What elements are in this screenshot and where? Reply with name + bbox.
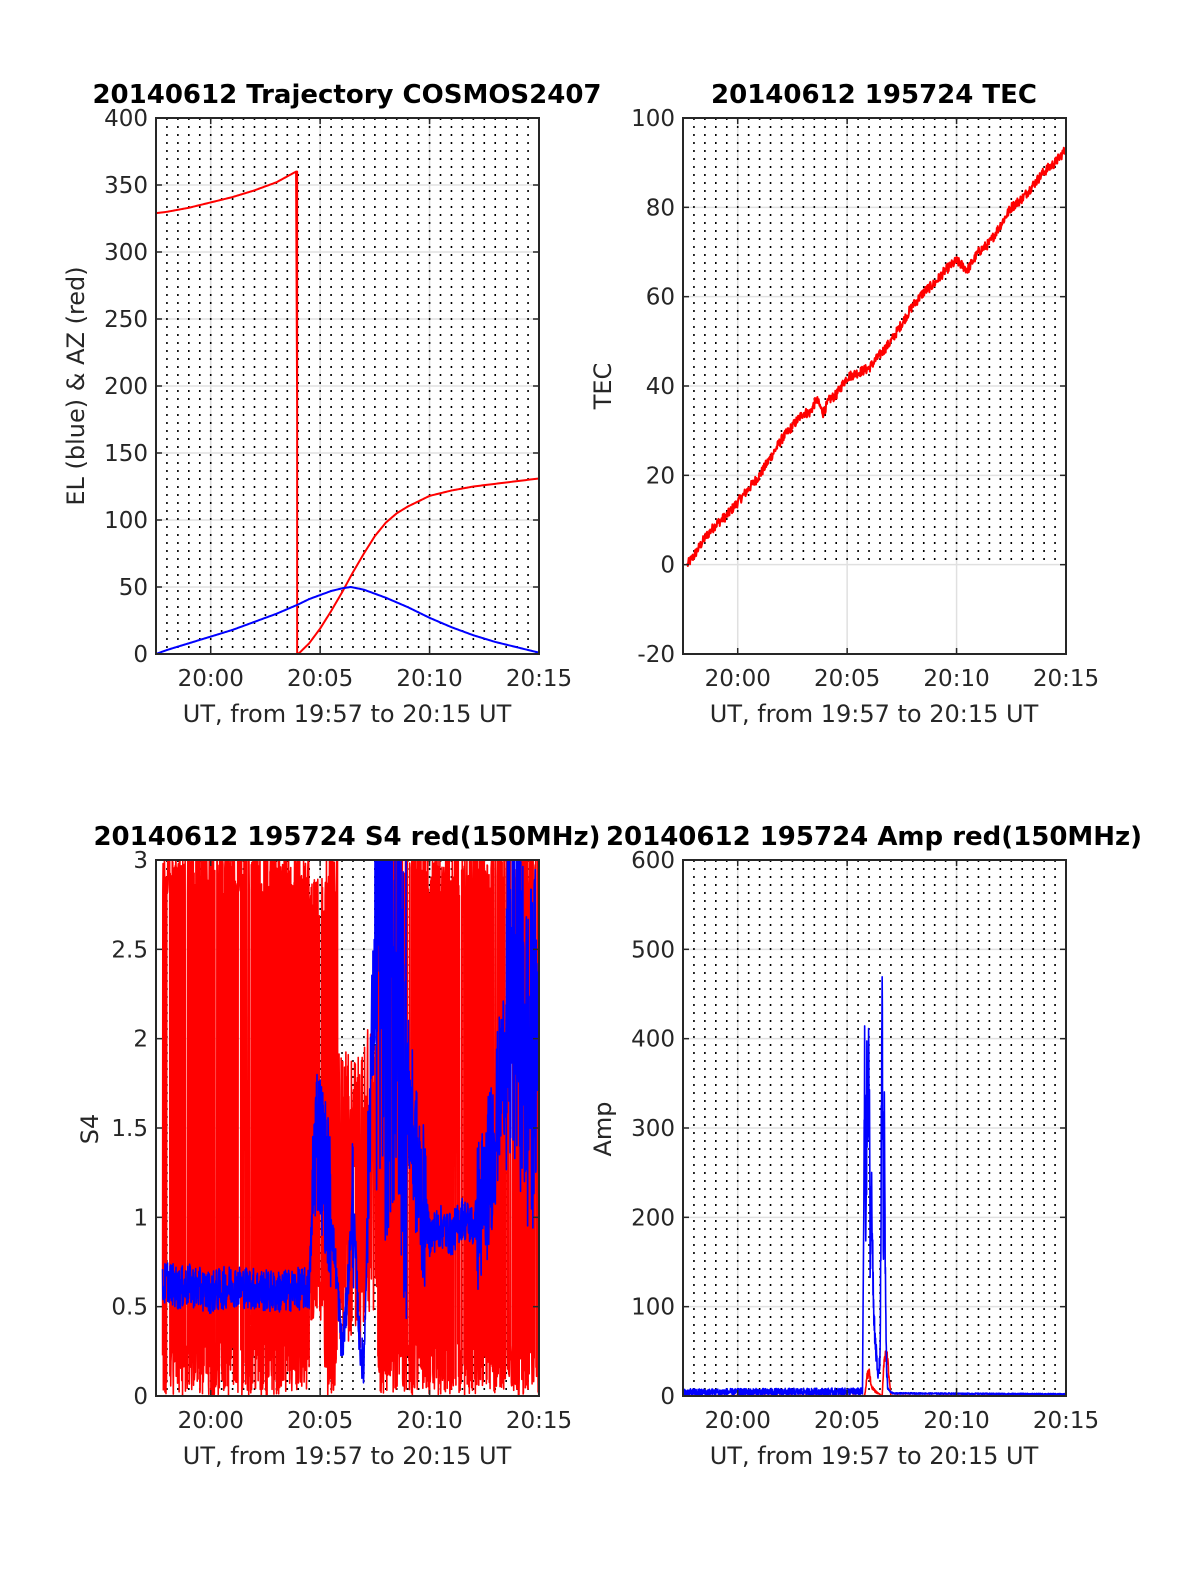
y-tick-label: 40 xyxy=(646,374,675,400)
y-tick-label: 80 xyxy=(646,195,675,221)
data-layer xyxy=(156,170,539,654)
y-tick-label: 50 xyxy=(119,575,148,601)
blue-series-line xyxy=(156,586,539,654)
x-tick-label: 20:15 xyxy=(506,1408,572,1434)
y-tick-label: 0 xyxy=(133,642,148,668)
x-tick-label: 20:05 xyxy=(814,666,880,692)
y-tick-label: 0 xyxy=(133,1384,148,1410)
panel-title: 20140612 Trajectory COSMOS2407 xyxy=(92,80,601,110)
data-layer xyxy=(161,860,539,1396)
amp-panel: 20140612 195724 Amp red(150MHz) UT, from… xyxy=(589,822,1142,1470)
y-tick-label: 1 xyxy=(133,1205,148,1231)
x-tick-label: 20:05 xyxy=(287,1408,353,1434)
y-tick-label: 0 xyxy=(660,1384,675,1410)
y-tick-label: 300 xyxy=(631,1116,675,1142)
y-tick-label: 600 xyxy=(631,848,675,874)
x-tick-label: 20:00 xyxy=(178,666,244,692)
x-tick-label: 20:15 xyxy=(506,666,572,692)
y-tick-label: 150 xyxy=(104,441,148,467)
x-axis-label: UT, from 19:57 to 20:15 UT xyxy=(183,700,512,728)
y-tick-label: 0.5 xyxy=(111,1295,148,1321)
x-tick-label: 20:05 xyxy=(287,666,353,692)
y-tick-label: 1.5 xyxy=(111,1116,148,1142)
data-layer xyxy=(686,146,1066,567)
x-tick-label: 20:15 xyxy=(1033,1408,1099,1434)
y-tick-label: 350 xyxy=(104,173,148,199)
y-tick-label: 500 xyxy=(631,937,675,963)
y-tick-label: 400 xyxy=(631,1027,675,1053)
y-axis-label: EL (blue) & AZ (red) xyxy=(62,266,90,505)
y-tick-label: 60 xyxy=(646,285,675,311)
y-tick-label: 300 xyxy=(104,240,148,266)
x-tick-label: 20:10 xyxy=(923,1408,989,1434)
x-tick-label: 20:15 xyxy=(1033,666,1099,692)
red-series-line xyxy=(161,860,539,1396)
x-tick-label: 20:00 xyxy=(705,1408,771,1434)
y-tick-label: 100 xyxy=(104,508,148,534)
x-tick-label: 20:10 xyxy=(396,1408,462,1434)
trajectory-panel: 20140612 Trajectory COSMOS2407 UT, from … xyxy=(62,80,602,728)
y-tick-label: -20 xyxy=(637,642,675,668)
x-axis-label: UT, from 19:57 to 20:15 UT xyxy=(710,700,1039,728)
tec-panel: 20140612 195724 TEC UT, from 19:57 to 20… xyxy=(589,80,1099,728)
y-axis-label: S4 xyxy=(76,1114,104,1145)
red-series-line xyxy=(156,170,539,654)
y-tick-label: 2.5 xyxy=(111,937,148,963)
s4-panel: 20140612 195724 S4 red(150MHz) UT, from … xyxy=(76,822,601,1470)
panel-title: 20140612 195724 S4 red(150MHz) xyxy=(93,822,600,852)
y-tick-label: 2 xyxy=(133,1027,148,1053)
y-tick-label: 250 xyxy=(104,307,148,333)
y-axis-label: Amp xyxy=(589,1101,617,1156)
x-tick-label: 20:10 xyxy=(396,666,462,692)
y-tick-label: 3 xyxy=(133,848,148,874)
blue-series-line xyxy=(683,976,1066,1396)
x-axis-label: UT, from 19:57 to 20:15 UT xyxy=(710,1442,1039,1470)
y-axis-label: TEC xyxy=(589,363,617,411)
y-tick-label: 20 xyxy=(646,463,675,489)
y-tick-label: 100 xyxy=(631,106,675,132)
y-tick-label: 0 xyxy=(660,553,675,579)
y-tick-label: 100 xyxy=(631,1295,675,1321)
blue-series-line xyxy=(161,860,539,1384)
y-tick-label: 200 xyxy=(104,374,148,400)
x-tick-label: 20:10 xyxy=(923,666,989,692)
panel-title: 20140612 195724 Amp red(150MHz) xyxy=(606,822,1142,852)
x-tick-label: 20:00 xyxy=(705,666,771,692)
x-axis-label: UT, from 19:57 to 20:15 UT xyxy=(183,1442,512,1470)
x-tick-label: 20:00 xyxy=(178,1408,244,1434)
x-tick-label: 20:05 xyxy=(814,1408,880,1434)
y-tick-label: 200 xyxy=(631,1205,675,1231)
y-tick-label: 400 xyxy=(104,106,148,132)
red-series-line xyxy=(686,146,1066,567)
panel-title: 20140612 195724 TEC xyxy=(711,80,1037,110)
